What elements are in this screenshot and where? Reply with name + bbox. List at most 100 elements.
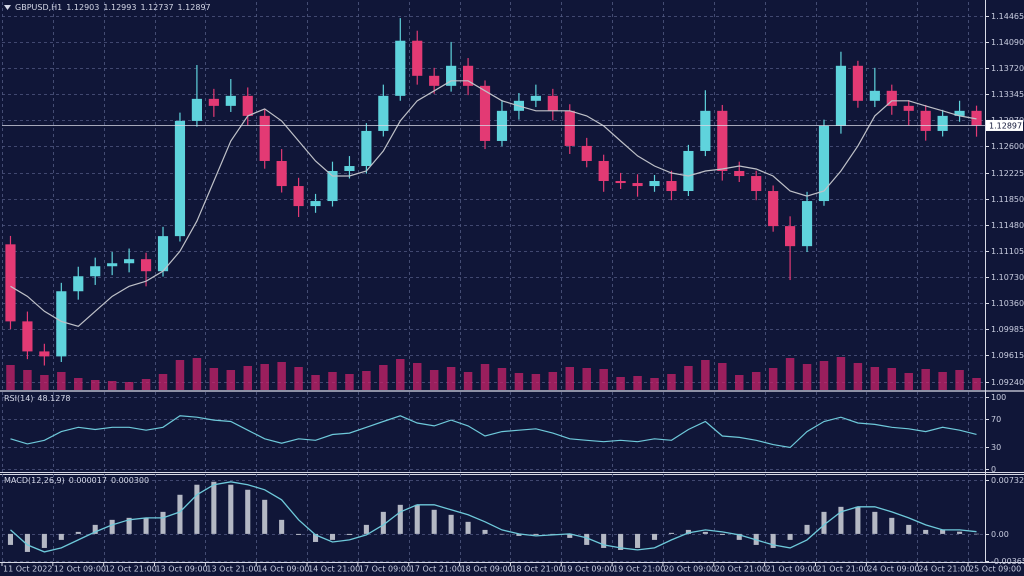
rsi-line — [10, 415, 977, 449]
macd-bar — [397, 504, 403, 534]
macd-bar — [973, 533, 980, 535]
macd-bar — [550, 533, 556, 535]
volume-bar — [429, 370, 439, 390]
candle-body — [818, 125, 830, 202]
candle-body — [327, 170, 338, 202]
volume-bar — [819, 361, 829, 390]
y-tick-label: 1.09240 — [991, 378, 1024, 387]
volume-bar — [751, 372, 761, 390]
macd-bar — [228, 484, 234, 534]
x-tick-label: 19 Oct 21:00 — [613, 565, 665, 574]
candle-body — [429, 75, 440, 86]
volume-bar — [209, 368, 219, 390]
volume-bar — [785, 358, 795, 390]
macd-bar — [160, 511, 166, 534]
volume-bar — [175, 360, 185, 390]
candle-body — [90, 266, 101, 277]
candle-body — [683, 150, 694, 192]
macd-bar — [58, 533, 64, 540]
volume-bar — [294, 367, 303, 390]
candle-body — [734, 170, 745, 177]
volume-bar — [667, 374, 676, 390]
macd-bar — [262, 499, 268, 534]
candle-body — [801, 201, 813, 247]
y-tick-label: 100 — [991, 393, 1006, 402]
volume-bar — [768, 368, 778, 390]
macd-bar — [7, 533, 14, 545]
macd-bar — [126, 517, 132, 534]
x-tick-label: 24 Oct 09:00 — [867, 565, 919, 574]
candle-body — [530, 95, 541, 101]
volume-bar — [345, 374, 354, 390]
menu-arrow[interactable] — [4, 4, 11, 11]
candle-body — [564, 110, 575, 146]
x-tick-label: 17 Oct 09:00 — [359, 565, 411, 574]
macd-bar — [24, 533, 30, 552]
candle-body — [886, 90, 897, 106]
macd-bar — [482, 529, 488, 534]
x-tick-label: 20 Oct 21:00 — [715, 565, 767, 574]
volume-bar — [650, 378, 659, 390]
macd-bar — [245, 489, 251, 534]
y-tick-label: 1.12600 — [991, 142, 1024, 151]
candle-body — [174, 120, 186, 237]
macd-bar — [41, 533, 47, 548]
candle-body — [768, 191, 779, 227]
volume-bar — [480, 364, 490, 390]
volume-bar — [582, 368, 591, 390]
candle-body — [361, 130, 372, 167]
volume-bar — [972, 378, 981, 390]
x-tick-label: 18 Oct 21:00 — [511, 565, 563, 574]
macd-title: MACD(12,26,9) — [4, 476, 65, 485]
volume-bar — [328, 372, 337, 390]
macd-bar — [92, 524, 98, 534]
candle-body — [700, 110, 711, 151]
candle-body — [751, 176, 762, 192]
volume-bar — [311, 375, 320, 390]
macd-bar — [567, 533, 573, 538]
volume-bar — [633, 376, 642, 390]
candle-body — [717, 110, 728, 171]
volume-bar — [599, 369, 608, 390]
macd-bar — [380, 511, 386, 534]
macd-bar — [584, 533, 590, 545]
volume-bar — [853, 363, 863, 390]
x-tick-label: 25 Oct 09:00 — [969, 565, 1021, 574]
volume-bar — [531, 374, 541, 390]
macd-header: MACD(12,26,9) 0.000017 0.000300 — [4, 476, 149, 485]
macd-bar — [855, 506, 861, 534]
macd-bar — [211, 481, 217, 534]
candle-body — [140, 259, 152, 272]
symbol-header: GBPUSD,H1 1.12903 1.12993 1.12737 1.12897 — [4, 3, 211, 12]
macd-bar — [499, 533, 505, 535]
macd-bar — [109, 519, 115, 534]
candle-body — [276, 160, 287, 187]
y-tick-label: 1.10360 — [991, 299, 1024, 308]
last-price-label: 1.12897 — [989, 121, 1022, 130]
volume-bar — [565, 367, 575, 390]
candle-body — [124, 259, 135, 264]
macd-bar — [431, 509, 437, 534]
x-tick-label: 14 Oct 21:00 — [308, 565, 360, 574]
candle-body — [547, 95, 558, 111]
candle-body — [903, 105, 914, 111]
macd-bar — [838, 506, 844, 534]
candle-body — [310, 201, 321, 207]
volume-bar — [616, 377, 625, 390]
candle-body — [785, 226, 796, 247]
volume-bar — [107, 381, 117, 390]
last-price-box — [986, 119, 1023, 131]
volume-bar — [74, 378, 83, 390]
volume-bar — [243, 366, 252, 390]
volume-bar — [836, 357, 846, 390]
candle-body — [293, 186, 304, 207]
x-tick-label: 13 Oct 09:00 — [156, 565, 208, 574]
macd-bar — [736, 533, 742, 540]
grid — [2, 2, 985, 562]
volume-bar — [955, 370, 964, 390]
macd-bar — [651, 533, 658, 540]
candle-body — [462, 65, 474, 86]
